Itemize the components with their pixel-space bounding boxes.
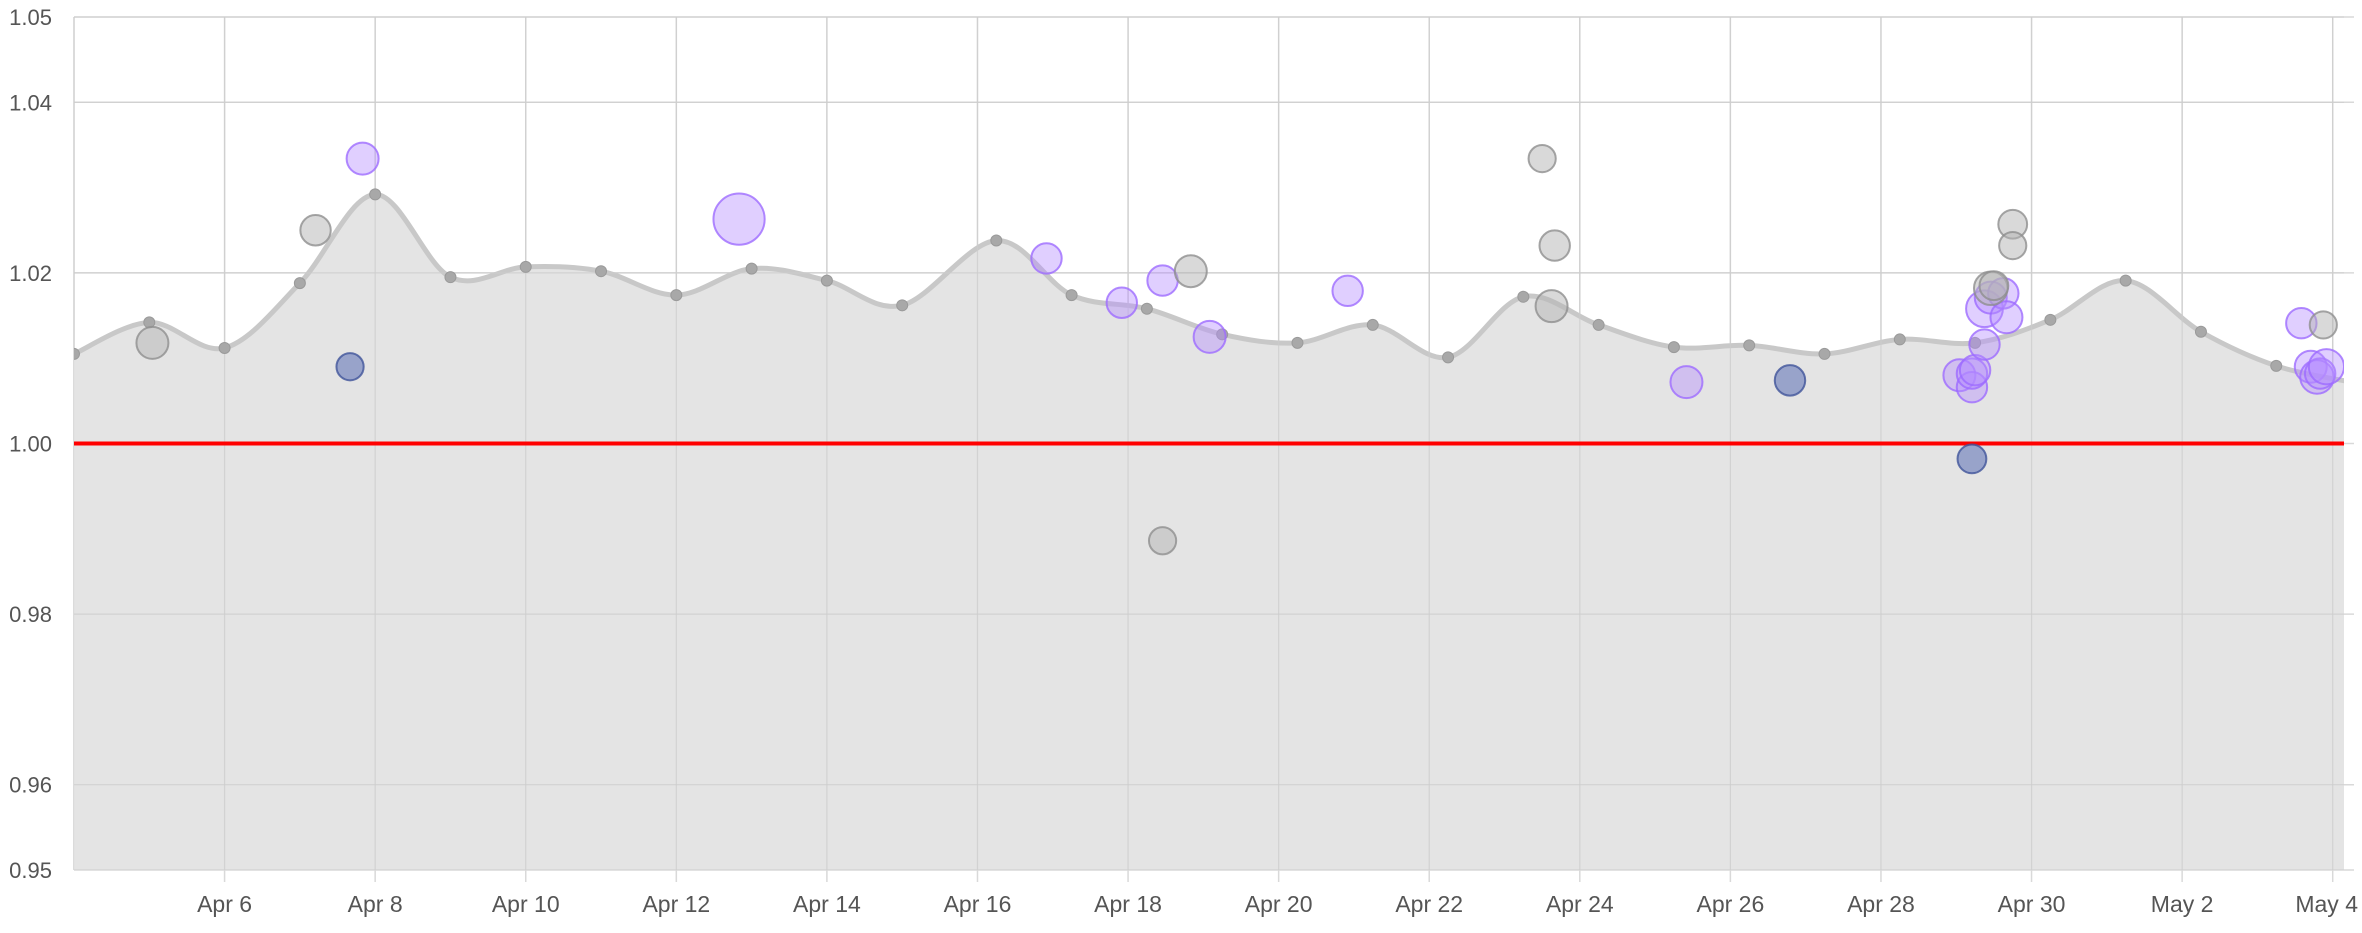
- line-point: [1291, 336, 1304, 349]
- line-point: [1893, 333, 1906, 346]
- bubble-point-blue: [335, 352, 365, 382]
- bubble-point-purple: [1989, 300, 2024, 335]
- x-tick-label: Apr 26: [1697, 891, 1765, 917]
- line-point: [2044, 313, 2057, 326]
- y-tick-label: 1.00: [9, 432, 52, 457]
- line-point: [1140, 302, 1153, 315]
- y-tick-label: 0.96: [9, 773, 52, 798]
- bubble-point-purple: [2307, 348, 2344, 386]
- bubble-point-gray: [1978, 270, 2010, 302]
- x-axis: Apr 6 Apr 8 Apr 10 Apr 12 Apr 14 Apr 16 Apr 18…: [197, 891, 2358, 917]
- bubble-point-purple: [1331, 274, 1364, 308]
- y-tick-label: 0.98: [9, 602, 52, 627]
- x-tick-label: May 4: [2295, 891, 2358, 917]
- x-tick-label: Apr 16: [944, 891, 1012, 917]
- bubble-point-blue: [1773, 364, 1807, 397]
- y-tick-label: 0.95: [9, 858, 52, 883]
- bubble-point-gray: [1538, 229, 1571, 262]
- x-tick-label: May 2: [2151, 891, 2214, 917]
- x-tick-label: Apr 28: [1847, 891, 1915, 917]
- line-points-layer: [74, 188, 2357, 388]
- bubble-point-gray: [299, 214, 332, 247]
- line-point: [745, 262, 758, 275]
- bubble-point-blue: [1956, 443, 1988, 475]
- line-point: [74, 347, 80, 360]
- line-point: [896, 299, 909, 312]
- line-point: [595, 265, 608, 278]
- line-point: [2346, 377, 2357, 388]
- x-tick-label: Apr 24: [1546, 891, 1614, 917]
- y-tick-label: 1.04: [9, 90, 52, 115]
- bubble-point-purple: [1030, 242, 1063, 275]
- bubble-point-purple: [1146, 264, 1179, 297]
- x-tick-label: Apr 12: [642, 891, 710, 917]
- line-point: [293, 277, 306, 290]
- x-tick-label: Apr 14: [793, 891, 861, 917]
- line-point: [1065, 289, 1078, 302]
- y-axis: 0.95 0.96 0.98 1.00 1.02 1.04 1.05: [9, 5, 52, 883]
- bubble-point-purple: [1669, 365, 1704, 400]
- x-tick-label: Apr 18: [1094, 891, 1162, 917]
- bubble-point-purple: [2303, 357, 2337, 390]
- x-tick-label: Apr 6: [197, 891, 252, 917]
- line-point: [2270, 359, 2283, 372]
- line-point: [444, 271, 457, 284]
- bubble-point-purple: [345, 141, 380, 176]
- bubble-point-gray: [1534, 289, 1569, 324]
- area-layer: [74, 16, 2344, 870]
- line-point: [990, 234, 1003, 247]
- bubble-point-gray: [1173, 254, 1208, 289]
- x-tick-label: Apr 22: [1395, 891, 1463, 917]
- line-point: [1592, 318, 1605, 331]
- bubble-point-gray: [135, 325, 170, 360]
- line-point: [2194, 325, 2207, 338]
- y-tick-label: 1.05: [9, 5, 52, 30]
- bubble-point-purple: [1105, 286, 1138, 319]
- line-point: [670, 289, 683, 302]
- line-point: [1517, 290, 1530, 303]
- x-tick-label: Apr 20: [1245, 891, 1313, 917]
- bubbles-layer: [135, 141, 2344, 556]
- bubble-point-gray: [1998, 231, 2028, 261]
- x-tick-label: Apr 8: [348, 891, 403, 917]
- x-tick-label: Apr 10: [492, 891, 560, 917]
- line-point: [369, 188, 382, 201]
- line-point: [1743, 339, 1756, 352]
- bubble-point-purple: [712, 192, 766, 246]
- line-point: [1667, 341, 1680, 354]
- y-tick-label: 1.02: [9, 261, 52, 286]
- line-point: [1818, 347, 1831, 360]
- bubble-point-purple: [1192, 319, 1227, 354]
- x-tick-label: Apr 30: [1998, 891, 2066, 917]
- line-point: [519, 260, 532, 273]
- line-point: [1442, 351, 1455, 364]
- bubble-point-gray: [1527, 143, 1557, 174]
- line-point: [1366, 318, 1379, 331]
- bubble-point-gray: [2308, 310, 2338, 340]
- line-point: [820, 274, 833, 287]
- line-point: [2119, 274, 2132, 287]
- bubble-point-purple: [1958, 353, 1992, 387]
- bubble-point-purple: [1968, 328, 2001, 361]
- bubble-point-gray: [1147, 526, 1178, 556]
- area-fill: [74, 194, 2344, 870]
- line-point: [218, 341, 231, 354]
